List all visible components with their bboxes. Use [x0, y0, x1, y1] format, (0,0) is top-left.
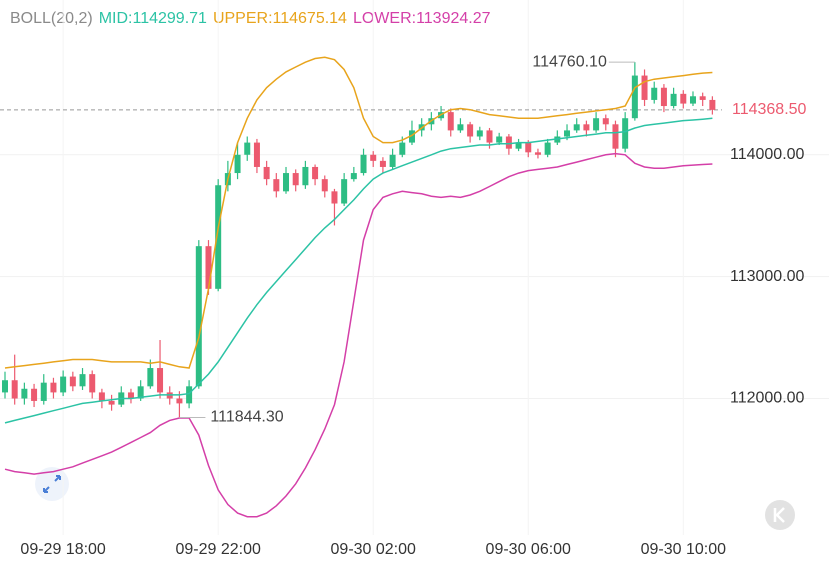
- candle-body: [79, 374, 86, 387]
- candle-body: [350, 173, 357, 180]
- candle-body: [2, 380, 8, 393]
- candle-body: [50, 382, 57, 393]
- candle-body: [408, 130, 415, 143]
- y-tick-label: 114000.00: [730, 146, 805, 163]
- candle-body: [680, 93, 687, 104]
- candle-body: [467, 124, 474, 137]
- candle-body: [573, 124, 580, 131]
- low-marker-label: 111844.30: [210, 409, 283, 426]
- reset-icon: [773, 507, 785, 523]
- candle-body: [147, 368, 154, 387]
- high-marker-label: 114760.10: [532, 53, 607, 70]
- candle-body: [670, 93, 677, 107]
- candle-body: [515, 142, 522, 149]
- candle-body: [496, 136, 503, 143]
- candle-body: [31, 388, 38, 401]
- candle-body: [302, 166, 309, 186]
- candle-body: [273, 179, 280, 192]
- candle-body: [447, 112, 454, 131]
- candle-body: [195, 246, 202, 387]
- y-tick-label: 112000.00: [730, 390, 805, 407]
- candle-body: [11, 380, 18, 399]
- band-line: [4, 56, 713, 369]
- candle-body: [660, 87, 667, 107]
- candle-body: [360, 154, 367, 174]
- candle-body: [612, 124, 619, 149]
- candle-body: [157, 368, 164, 393]
- candle-body: [40, 382, 47, 401]
- candle-body: [21, 388, 28, 399]
- indicator-name: BOLL(20,2): [10, 10, 93, 27]
- candle-body: [641, 75, 648, 100]
- indicator-header: BOLL(20,2) MID:114299.71 UPPER:114675.14 LO…: [10, 10, 491, 27]
- x-tick-label: 09-29 18:00: [20, 541, 106, 558]
- candle-body: [205, 246, 212, 289]
- candle-body: [689, 96, 696, 104]
- candle-body: [544, 142, 551, 155]
- candle-body: [331, 191, 338, 204]
- candle-body: [602, 118, 609, 125]
- y-tick-label: 113000.00: [730, 268, 805, 285]
- x-tick-label: 09-29 22:00: [175, 541, 261, 558]
- legend-entry: LOWER:113924.27: [353, 10, 491, 27]
- candle-body: [186, 386, 193, 404]
- band-line: [4, 152, 713, 518]
- x-tick-label: 09-30 10:00: [641, 541, 727, 558]
- candle-body: [593, 118, 600, 131]
- candle-body: [234, 154, 241, 174]
- candle-body: [137, 386, 144, 399]
- candle-body: [389, 154, 396, 167]
- candle-body: [699, 96, 706, 100]
- candle-body: [399, 142, 406, 155]
- candle-body: [127, 392, 134, 399]
- candle-body: [622, 118, 629, 149]
- candle-body: [69, 376, 76, 387]
- indicator-legend: BOLL(20,2) MID:114299.71 UPPER:114675.14 LO…: [10, 10, 491, 27]
- candle-body: [321, 179, 328, 192]
- candle-body: [564, 130, 571, 137]
- last-price-label: 114368.50: [732, 101, 807, 118]
- candle-body: [98, 392, 105, 401]
- legend-entry: UPPER:114675.14: [213, 10, 347, 27]
- candle-body: [176, 398, 183, 404]
- candle-body: [292, 173, 299, 186]
- x-tick-label: 09-30 02:00: [331, 541, 417, 558]
- candle-body: [476, 130, 483, 137]
- legend-entry: MID:114299.71: [99, 10, 207, 27]
- candle-body: [253, 142, 260, 167]
- candle-body: [583, 124, 590, 131]
- candle-body: [379, 160, 386, 167]
- x-tick-label: 09-30 06:00: [486, 541, 572, 558]
- last-price-tag: [724, 97, 829, 122]
- candle-body: [341, 179, 348, 204]
- expand-button[interactable]: [35, 467, 69, 501]
- candle-body: [709, 99, 716, 110]
- candle-body: [631, 75, 638, 119]
- candle-body: [215, 185, 222, 289]
- candle-body: [457, 124, 464, 131]
- candle-body: [283, 173, 290, 192]
- candle-body: [60, 376, 67, 393]
- expand-icon: [43, 475, 61, 493]
- candle-body: [89, 374, 96, 393]
- reset-button[interactable]: [765, 500, 795, 530]
- candle-body: [486, 130, 493, 143]
- candle-body: [263, 166, 270, 180]
- candle-body: [505, 136, 512, 149]
- candle-body: [651, 87, 658, 100]
- band-line: [4, 117, 713, 424]
- candle-body: [370, 154, 377, 161]
- candle-body: [525, 142, 532, 153]
- candle-body: [312, 166, 319, 180]
- candle-body: [244, 142, 251, 155]
- candle-body: [534, 152, 541, 155]
- candle-body: [108, 400, 115, 405]
